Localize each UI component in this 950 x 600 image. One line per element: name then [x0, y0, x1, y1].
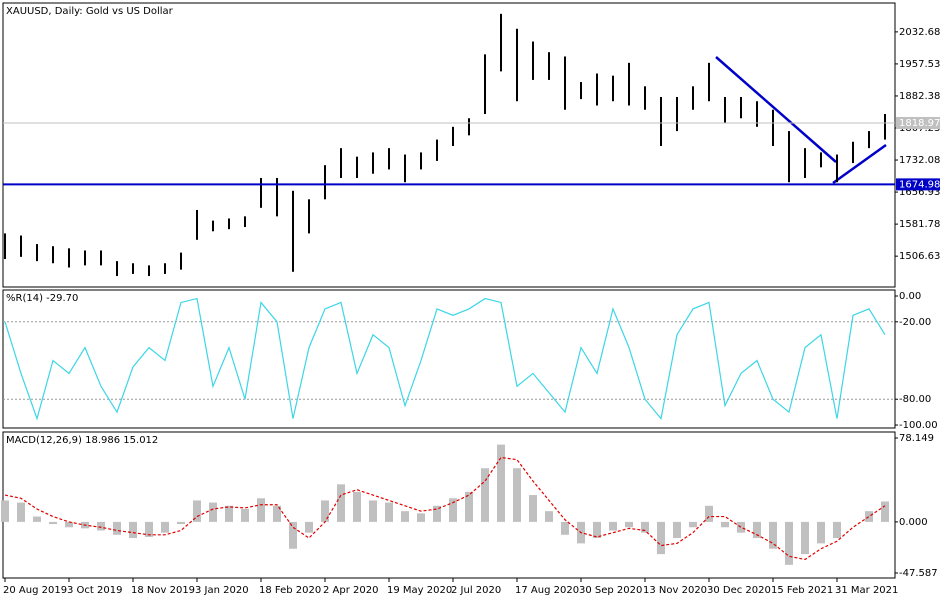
panel-title: %R(14) -29.70 [6, 293, 78, 304]
y-tick-label: -20.00 [899, 317, 931, 328]
macd-bar [97, 521, 105, 531]
x-tick-label: 20 Aug 2019 [3, 585, 67, 596]
y-tick-label: 0.00 [899, 291, 921, 302]
macd-bar [753, 521, 761, 539]
macd-bar [1, 500, 9, 522]
macd-bar [417, 513, 425, 522]
x-tick-label: 31 Mar 2021 [835, 585, 898, 596]
y-tick-label: -80.00 [899, 394, 931, 405]
price-level-tag [896, 116, 940, 129]
y-tick-label: 0.000 [899, 517, 928, 528]
y-tick-label: -100.00 [899, 420, 938, 431]
macd-bar [625, 521, 633, 528]
x-tick-label: 17 Aug 2020 [515, 585, 579, 596]
macd-bar [401, 511, 409, 522]
macd-bar [769, 521, 777, 549]
panel-title: XAUUSD, Daily: Gold vs US Dollar [6, 6, 174, 17]
macd-bar [465, 491, 473, 522]
x-tick-label: 18 Feb 2020 [259, 585, 321, 596]
macd-bar [705, 505, 713, 522]
macd-bar [49, 521, 57, 525]
macd-bar [641, 521, 649, 533]
macd-bar [865, 511, 873, 522]
x-tick-label: 30 Dec 2020 [707, 585, 771, 596]
macd-bar [145, 521, 153, 537]
macd-bar [225, 505, 233, 522]
macd-bar [321, 500, 329, 522]
x-tick-label: 15 Feb 2021 [771, 585, 833, 596]
macd-bar [833, 521, 841, 539]
macd-bar [545, 511, 553, 522]
panel-title: MACD(12,26,9) 18.986 15.012 [6, 435, 158, 446]
macd-bar [593, 521, 601, 539]
x-tick-label: 30 Sep 2020 [579, 585, 642, 596]
macd-bar [657, 521, 665, 555]
x-tick-label: 19 May 2020 [387, 585, 452, 596]
macd-bar [673, 521, 681, 539]
macd-bar [161, 521, 169, 533]
macd-bar [801, 521, 809, 555]
macd-bar [513, 468, 521, 522]
y-tick-label: 1506.63 [899, 251, 940, 262]
macd-bar [881, 501, 889, 522]
y-tick-label: 1656.93 [899, 187, 940, 198]
signal-line [4, 456, 886, 561]
x-tick-label: 2 Jul 2020 [451, 585, 501, 596]
macd-bar [33, 516, 41, 522]
macd-bar [129, 521, 137, 539]
x-tick-label: 3 Jan 2020 [195, 585, 249, 596]
macd-bar [385, 502, 393, 522]
macd-bar [561, 521, 569, 535]
macd-bar [721, 521, 729, 528]
wpr-panel [2, 289, 896, 429]
price-level-label: 1818.97 [899, 118, 940, 129]
y-tick-label: 1732.08 [899, 155, 940, 166]
macd-bar [497, 444, 505, 522]
macd-bar [193, 500, 201, 522]
macd-bar [65, 521, 73, 528]
y-tick-label: 1882.38 [899, 91, 940, 102]
x-tick-label: 13 Nov 2020 [643, 585, 707, 596]
x-tick-label: 3 Oct 2019 [67, 585, 122, 596]
macd-bar [689, 521, 697, 528]
macd-bar [257, 498, 265, 522]
x-tick-label: 2 Apr 2020 [323, 585, 378, 596]
macd-bar [817, 521, 825, 544]
macd-bar [369, 500, 377, 522]
macd-bar [241, 509, 249, 522]
macd-bar [337, 484, 345, 522]
macd-bar [17, 502, 25, 522]
trend-line [832, 143, 887, 185]
trend-line [715, 56, 837, 163]
macd-bar [177, 521, 185, 525]
price-panel [2, 2, 896, 288]
macd-bar [353, 491, 361, 522]
macd-bar [737, 521, 745, 533]
macd-bar [449, 498, 457, 522]
y-tick-label: -47.587 [899, 568, 938, 579]
x-tick-label: 18 Nov 2019 [131, 585, 195, 596]
macd-bar [785, 521, 793, 565]
macd-bar [609, 521, 617, 531]
y-tick-label: 2032.68 [899, 27, 940, 38]
wpr-line [4, 297, 886, 421]
macd-bar [209, 502, 217, 522]
y-tick-label: 1581.78 [899, 219, 940, 230]
macd-bar [481, 468, 489, 522]
macd-bar [113, 521, 121, 535]
macd-bar [273, 505, 281, 522]
macd-bar [433, 505, 441, 522]
price-level-tag [896, 178, 940, 191]
macd-bar [529, 495, 537, 522]
price-level-label: 1674.98 [899, 179, 940, 190]
macd-bar [289, 521, 297, 549]
y-tick-label: 1957.53 [899, 59, 940, 70]
y-tick-label: 78.149 [899, 433, 934, 444]
macd-bar [305, 521, 313, 533]
